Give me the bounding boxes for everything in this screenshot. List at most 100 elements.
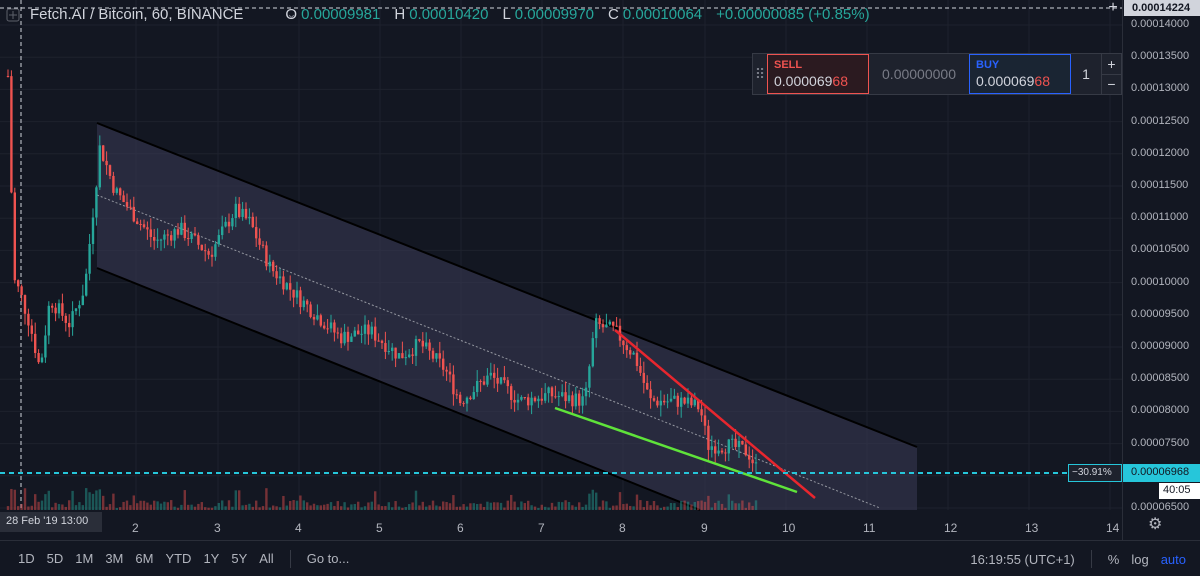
clock-display[interactable]: 16:19:55 (UTC+1) [970, 551, 1075, 567]
symbol-menu-icon[interactable] [6, 8, 20, 22]
volume-bar [61, 504, 64, 510]
candle-body [465, 397, 469, 404]
volume-bar [95, 490, 98, 510]
volume-bar [476, 503, 479, 510]
candle-body [173, 229, 176, 241]
volume-bar [404, 507, 407, 510]
candle-body [595, 318, 598, 339]
symbol-title[interactable]: Fetch.AI / Bitcoin, 60, BINANCE [30, 6, 244, 23]
decrease-button[interactable]: − [1107, 76, 1116, 93]
volume-bar [724, 507, 727, 510]
range-button-all[interactable]: All [259, 551, 274, 566]
volume-bar [149, 504, 152, 510]
volume-bar [418, 505, 421, 510]
volume-bar [136, 503, 139, 510]
range-button-5y[interactable]: 5Y [231, 551, 248, 566]
volume-bar [540, 504, 543, 510]
candle-body [156, 239, 159, 241]
price-tick-label: 0.00010000 [1131, 275, 1190, 288]
candle-body [656, 400, 659, 406]
candle-body [115, 188, 118, 193]
candle-body [605, 324, 608, 328]
range-button-1d[interactable]: 1D [18, 551, 35, 566]
drag-handle-icon[interactable]: ⠿ [754, 65, 766, 82]
volume-bar [98, 489, 101, 510]
volume-bar [258, 507, 261, 510]
percent-toggle[interactable]: % [1107, 551, 1120, 567]
volume-bar [547, 507, 550, 510]
time-tick-label: 5 [376, 521, 383, 535]
volume-bar [571, 505, 574, 510]
sell-button[interactable]: SELL 0.00006968 [767, 54, 869, 94]
candle-body [554, 396, 557, 398]
add-icon[interactable]: + [1108, 0, 1118, 16]
volume-bar [119, 507, 122, 510]
candle-body [727, 439, 730, 454]
volume-bar [438, 506, 441, 510]
candle-body [533, 397, 537, 402]
range-button-1y[interactable]: 1Y [203, 551, 220, 566]
volume-bar [673, 503, 676, 510]
candle-body [289, 283, 292, 290]
volume-bar [244, 504, 248, 510]
goto-button[interactable]: Go to... [306, 551, 350, 566]
low-value: 0.00009970 [514, 6, 595, 23]
increase-button[interactable]: + [1102, 54, 1121, 75]
candle-body [57, 303, 61, 314]
volume-bar [309, 505, 312, 510]
time-tick-label: 10 [782, 521, 796, 535]
range-button-6m[interactable]: 6M [135, 551, 154, 566]
chart-area[interactable]: Fetch.AI / Bitcoin, 60, BINANCE O 0.00009… [0, 0, 1162, 540]
volume-bar [20, 504, 23, 510]
candle-body [380, 340, 384, 344]
volume-bar [210, 507, 214, 510]
candle-body [540, 398, 543, 401]
price-tick-label: 0.00011500 [1131, 179, 1189, 191]
candle-body [255, 227, 258, 239]
candle-body [207, 251, 210, 255]
price-tick-label: 0.00011000 [1131, 211, 1189, 224]
price-chart[interactable] [0, 0, 1122, 540]
volume-bar [625, 503, 628, 510]
volume-bar [51, 507, 54, 510]
volume-bar [499, 502, 503, 510]
chevron-down-icon[interactable]: ⌄ [286, 6, 297, 21]
volume-bar [649, 505, 652, 510]
candle-body [319, 315, 322, 326]
candle-body [435, 353, 438, 359]
volume-bar [748, 502, 751, 510]
candle-body [306, 300, 309, 305]
volume-bar [374, 491, 377, 510]
volume-bar [275, 506, 278, 510]
volume-bar [57, 504, 61, 510]
buy-button[interactable]: BUY 0.00006968 [969, 54, 1071, 94]
volume-bar [601, 500, 605, 510]
candle-body [193, 233, 197, 236]
candle-body [108, 165, 112, 176]
settings-gear-icon[interactable]: ⚙ [1148, 516, 1163, 533]
volume-bar [299, 495, 302, 510]
candle-body [632, 352, 635, 355]
range-button-5d[interactable]: 5D [46, 551, 64, 566]
volume-bar [652, 501, 656, 510]
volume-bar [319, 505, 322, 510]
log-toggle[interactable]: log [1131, 551, 1149, 567]
volume-bar [394, 501, 397, 510]
volume-bar [176, 507, 180, 510]
range-button-1m[interactable]: 1M [75, 551, 94, 566]
candle-body [547, 387, 550, 394]
range-button-ytd[interactable]: YTD [165, 551, 192, 566]
candle-body [312, 316, 316, 320]
candle-body [652, 398, 656, 401]
bottom-toolbar: 1D 5D 1M 3M 6M YTD 1Y 5Y All Go to... 16:19:55 (… [0, 540, 1200, 576]
candle-body [707, 425, 710, 450]
range-button-3m[interactable]: 3M [105, 551, 124, 566]
price-tick-label: 0.00012000 [1131, 146, 1190, 159]
candle-body [635, 352, 639, 366]
price-axis[interactable]: 0.00014224 0.00014000 0.00013500 0.0001300… [1122, 0, 1200, 540]
quantity-input[interactable]: 1 [1082, 66, 1090, 82]
auto-scale-toggle[interactable]: auto [1160, 551, 1186, 567]
candle-body [251, 216, 254, 228]
volume-bar [533, 506, 537, 510]
candle-body [754, 462, 758, 464]
